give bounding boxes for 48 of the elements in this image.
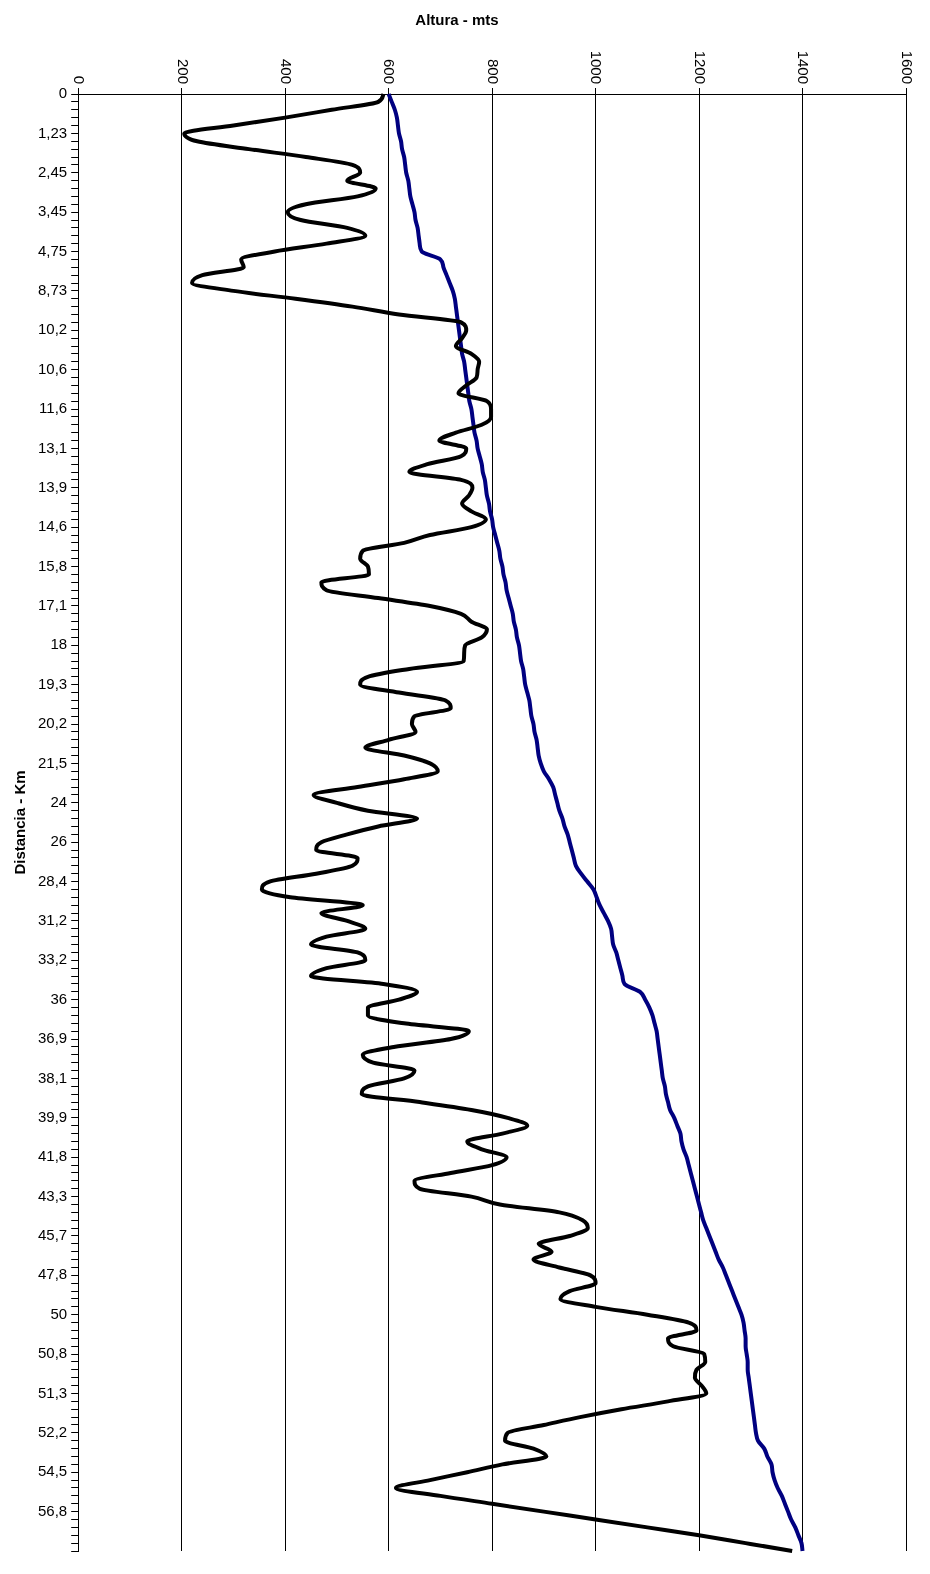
- y-tick-label: 26: [50, 832, 68, 850]
- y-tick-label: 8,73: [37, 281, 68, 299]
- y-tick-label: 0: [58, 84, 68, 102]
- y-tick-label: 20,2: [37, 714, 68, 732]
- y-tick-label: 47,8: [37, 1265, 68, 1283]
- y-tick-label: 41,8: [37, 1147, 68, 1165]
- y-tick-label: 10,6: [37, 359, 68, 377]
- x-tick-label: 200: [174, 58, 192, 84]
- y-tick-label: 51,3: [37, 1383, 68, 1401]
- y-tick-label: 50: [50, 1304, 68, 1322]
- x-tick-label: 0: [71, 75, 89, 84]
- y-tick-label: 31,2: [37, 911, 68, 929]
- y-tick-label: 45,7: [37, 1226, 68, 1244]
- y-tick-label: 56,8: [37, 1501, 68, 1519]
- y-tick-label: 19,3: [37, 674, 68, 692]
- y-tick-label: 24: [50, 792, 68, 810]
- x-tick-label: 800: [484, 58, 502, 84]
- x-tick-label: 600: [381, 58, 399, 84]
- y-tick-label: 17,1: [37, 596, 68, 614]
- y-tick-label: 50,8: [37, 1344, 68, 1362]
- x-tick-label: 1000: [588, 50, 606, 84]
- y-tick-label: 33,2: [37, 950, 68, 968]
- y-tick-label: 1,23: [37, 123, 68, 141]
- y-tick-label: 4,75: [37, 241, 68, 259]
- y-tick-label: 38,1: [37, 1068, 68, 1086]
- y-tick-label: 36: [50, 989, 68, 1007]
- y-tick-label: 15,8: [37, 556, 68, 574]
- y-tick-label: 21,5: [37, 753, 68, 771]
- y-tick-label: 10,2: [37, 320, 68, 338]
- x-axis-title: Altura - mts: [415, 11, 499, 29]
- y-tick-label: 14,6: [37, 517, 68, 535]
- y-tick-label: 13,1: [37, 438, 68, 456]
- y-axis-title: Distancia - Km: [11, 770, 29, 875]
- y-tick-label: 11,6: [39, 399, 68, 417]
- x-tick-label: 1400: [795, 50, 813, 84]
- y-tick-label: 3,45: [37, 202, 68, 220]
- y-tick-label: 39,9: [37, 1107, 68, 1125]
- y-tick-label: 36,9: [37, 1029, 68, 1047]
- y-tick-label: 2,45: [37, 162, 68, 180]
- y-tick-label: 54,5: [37, 1462, 68, 1480]
- x-tick-label: 1600: [898, 50, 916, 84]
- y-tick-label: 18: [50, 635, 68, 653]
- y-tick-label: 52,2: [37, 1423, 68, 1441]
- x-tick-label: 400: [278, 58, 296, 84]
- y-tick-label: 43,3: [37, 1186, 68, 1204]
- y-tick-label: 28,4: [37, 871, 68, 889]
- x-tick-label: 1200: [691, 50, 709, 84]
- y-tick-label: 13,9: [37, 477, 68, 495]
